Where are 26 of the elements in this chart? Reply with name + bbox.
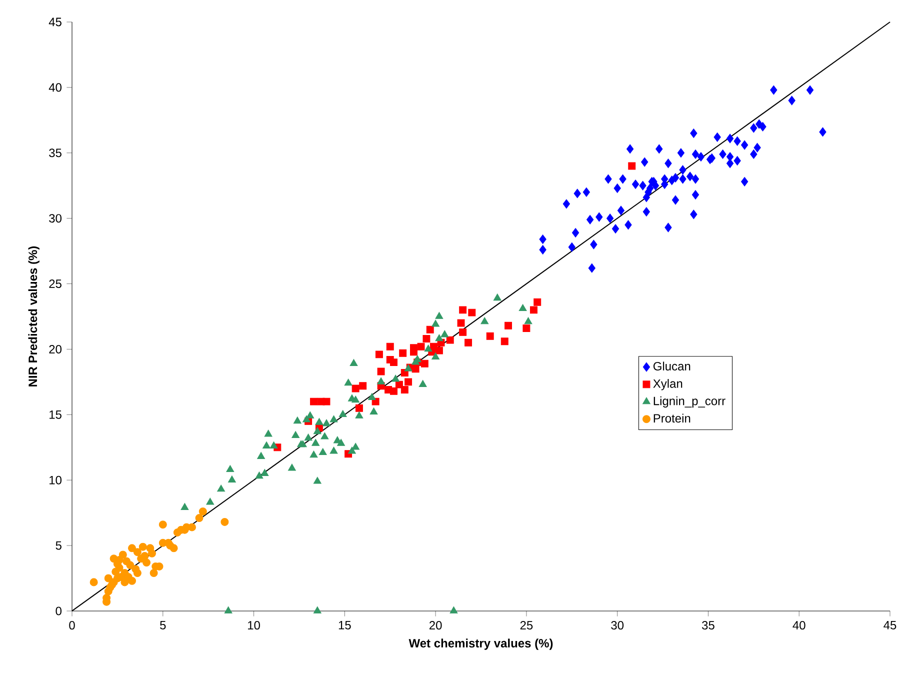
y-tick-label: 20 xyxy=(49,344,62,354)
y-tick-label: 5 xyxy=(56,541,62,550)
x-tick-label: 40 xyxy=(792,621,806,630)
y-tick-label: 10 xyxy=(50,476,62,484)
x-tick-label: 20 xyxy=(429,621,442,630)
y-tick-label: 0 xyxy=(56,606,62,616)
x-tick-label: 35 xyxy=(702,621,714,630)
x-tick-label: 30 xyxy=(611,621,624,630)
y-tick-label: 30 xyxy=(49,214,62,223)
y-tick-label: 35 xyxy=(49,148,62,158)
x-tick-label: 15 xyxy=(338,621,351,630)
x-tick-label: 10 xyxy=(248,621,260,630)
legend-label: Lignin_p_corr xyxy=(654,396,726,408)
y-tick-label: 40 xyxy=(48,83,62,92)
x-tick-label: 0 xyxy=(69,621,75,630)
x-tick-label: 45 xyxy=(884,621,896,630)
y-axis-title: NIR Predicted values (%) xyxy=(28,246,40,386)
legend-label: Protein xyxy=(654,414,690,423)
y-tick-label: 15 xyxy=(50,410,62,419)
legend-label: Xylan xyxy=(653,379,682,390)
x-tick-label: 25 xyxy=(520,621,533,630)
legend-label: Glucan xyxy=(653,362,690,370)
x-axis-title: Wet chemistry values (%) xyxy=(408,638,553,650)
y-tick-label: 25 xyxy=(49,280,62,288)
x-tick-label: 5 xyxy=(160,621,166,630)
y-tick-label: 45 xyxy=(48,18,62,26)
